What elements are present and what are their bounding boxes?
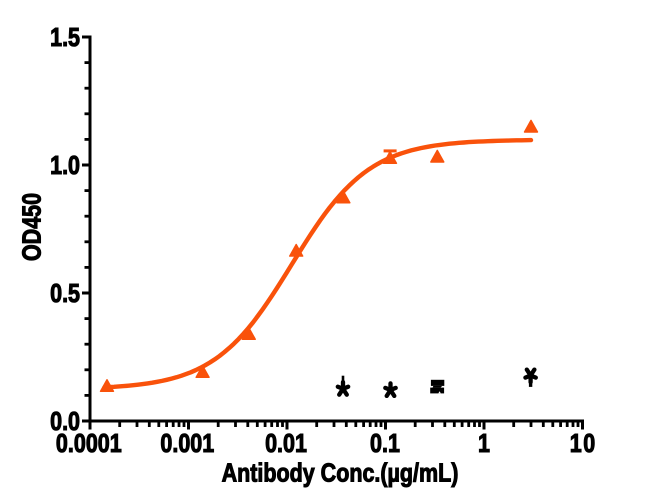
svg-text:0.01: 0.01 xyxy=(265,431,307,459)
svg-text:1.0: 1.0 xyxy=(50,152,80,180)
svg-text:1: 1 xyxy=(478,431,490,459)
svg-text:0.001: 0.001 xyxy=(160,431,214,459)
svg-text:Antibody Conc.(µg/mL): Antibody Conc.(µg/mL) xyxy=(222,460,459,488)
svg-text:0.5: 0.5 xyxy=(50,280,80,308)
svg-text:0.0001: 0.0001 xyxy=(56,431,122,459)
svg-text:OD450: OD450 xyxy=(19,193,47,261)
svg-text:0.1: 0.1 xyxy=(370,431,400,459)
svg-text:10: 10 xyxy=(570,431,597,459)
svg-text:1.5: 1.5 xyxy=(50,24,80,52)
svg-text:0.0: 0.0 xyxy=(50,408,80,436)
